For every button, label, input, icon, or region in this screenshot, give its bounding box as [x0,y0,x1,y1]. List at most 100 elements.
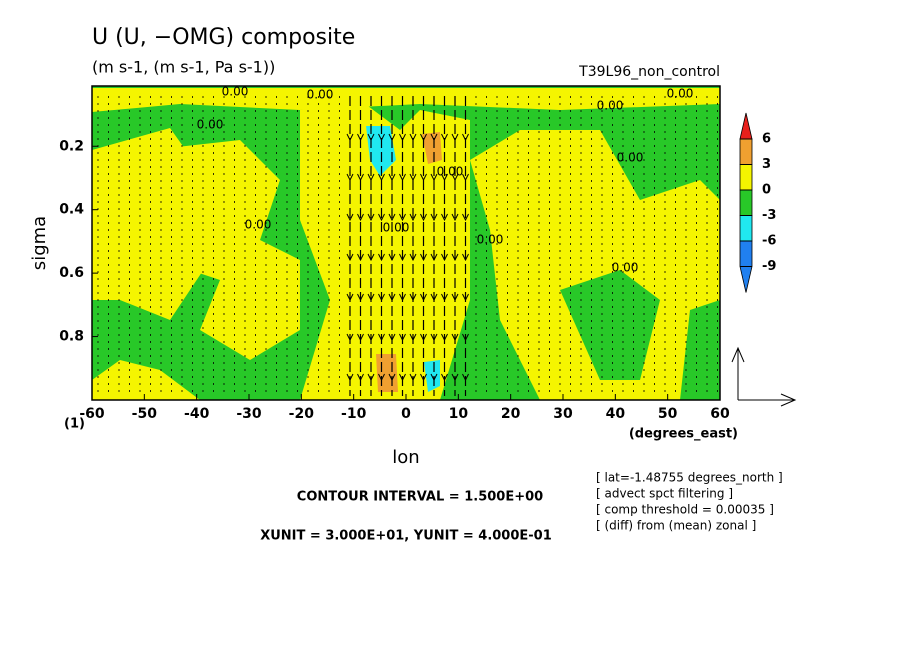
vector-head [367,373,375,382]
vector-head [462,133,469,142]
vector-head [462,253,469,262]
vector-head [388,373,396,382]
field-region [150,140,300,360]
vector-head [441,173,448,182]
x-axis-label: lon [392,447,419,468]
vector-head [367,293,375,302]
vector-head [388,293,396,302]
vector-head [346,333,354,342]
x-tick-label: -20 [289,406,315,422]
vector-head [399,173,406,182]
vector-head [346,213,354,222]
y-tick-label: 0.8 [59,329,84,345]
vector-head [441,253,448,262]
field-region [560,270,660,380]
vector-head [346,173,354,182]
vector-head [378,173,385,182]
vector-head [409,133,417,142]
contour-label: 0.00 [197,118,224,132]
vector-head [420,133,427,142]
x-tick-label: 60 [710,406,730,422]
vector-head [462,173,469,182]
colorbar-segment [739,215,753,242]
vector-head [462,293,469,302]
contour-label: 0.00 [245,218,272,232]
vector-head [409,293,417,302]
contour-label: 0.00 [437,165,464,179]
y-tick-label: 0.4 [59,202,84,218]
vector-head [451,133,459,142]
vector-head [357,293,364,302]
reference-arrow [731,346,745,400]
vector-head [357,333,364,342]
contour-label: 0.00 [597,99,624,113]
contour-label: 0.00 [667,87,694,101]
contour-interval: CONTOUR INTERVAL = 1.500E+00 [297,490,543,505]
vector-head [399,373,406,382]
vector-head [378,373,385,382]
vector-head [409,253,417,262]
vector-head [409,333,417,342]
x-tick-label: 50 [658,406,678,422]
vector-head [388,133,396,142]
x-tick-label: 40 [606,406,626,422]
vector-head [346,293,354,302]
contour-label: 0.00 [617,151,644,165]
vector-head [451,213,459,222]
vector-head [430,213,438,222]
vector-head [420,173,427,182]
chart-title: U (U, −OMG) composite [92,25,355,50]
y-tick-label: 0.2 [59,138,84,154]
vector-head [451,253,459,262]
field-region [376,354,398,392]
vector-head [357,213,364,222]
vector-head [378,293,385,302]
field-region [422,132,442,164]
vector-head [451,373,459,382]
vector-head [399,293,406,302]
vector-head [409,213,417,222]
vector-head [378,333,385,342]
vector-head [409,173,417,182]
contour-label: 0.00 [612,261,639,275]
colorbar-label: 0 [762,183,771,198]
colorbar-segment [739,112,753,140]
x-tick-label: 30 [553,406,573,422]
vector-head [367,173,375,182]
vector-head [399,253,406,262]
vector-head [451,173,459,182]
vector-head [441,333,448,342]
vector-head [388,213,396,222]
contour-label: 0.00 [307,88,334,102]
vector-head [367,333,375,342]
vector-head [430,133,438,142]
vector-head [430,253,438,262]
vector-head [420,213,427,222]
colorbar-label: -9 [762,259,776,274]
vector-head [451,293,459,302]
x-tick-label: -60 [79,406,105,422]
vector-head [430,333,438,342]
vector-head [462,333,469,342]
vector-field [97,96,718,396]
x-tick-label: -50 [132,406,158,422]
vector-head [357,133,364,142]
colorbar-label: 3 [762,157,771,172]
field-region [300,100,470,400]
x-tick-label: 10 [449,406,469,422]
contour-label: 0.00 [383,221,410,235]
contour-label: 0.00 [477,233,504,247]
chart-subtitle: (m s-1, (m s-1, Pa s-1)) [92,58,275,77]
info-line: [ advect spct filtering ] [596,487,733,501]
vector-head [430,173,438,182]
vector-head [451,333,459,342]
x-tick-label: -30 [236,406,262,422]
vector-head [399,213,406,222]
vector-head [346,133,354,142]
colorbar-label: 6 [762,132,771,147]
vector-head [346,373,354,382]
vector-head [357,173,364,182]
vector-head [441,293,448,302]
info-line: [ (diff) from (mean) zonal ] [596,519,756,533]
y-tick-label: 0.6 [59,265,84,281]
